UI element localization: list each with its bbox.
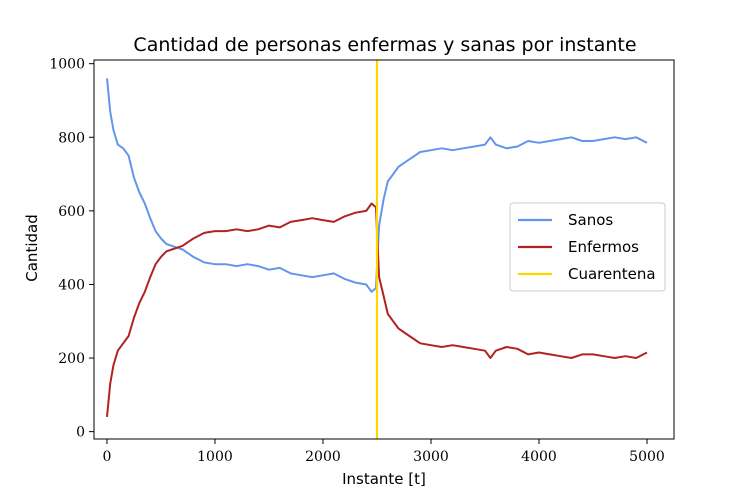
- legend-label-cuarentena: Cuarentena: [568, 265, 656, 283]
- y-tick-label: 0: [76, 425, 85, 441]
- x-tick-label: 1000: [197, 449, 233, 465]
- x-tick-label: 5000: [629, 449, 665, 465]
- x-tick-label: 3000: [413, 449, 449, 465]
- y-axis-label: Cantidad: [23, 214, 41, 281]
- x-tick-label: 4000: [521, 449, 557, 465]
- legend-label-sanos: Sanos: [568, 211, 613, 229]
- chart-title: Cantidad de personas enfermas y sanas po…: [133, 34, 636, 56]
- legend-items: Sanos Enfermos Cuarentena: [518, 211, 656, 283]
- y-axis-ticks: 0 200 400 600 800 1000: [49, 57, 94, 441]
- series-line-enfermos: [106, 202, 648, 417]
- y-tick-label: 1000: [49, 57, 85, 73]
- plot-frame: [93, 59, 675, 440]
- x-axis-ticks: 0 1000 2000 3000 4000 5000: [102, 439, 665, 465]
- y-tick-label: 200: [58, 351, 85, 367]
- y-tick-label: 800: [58, 130, 85, 146]
- series-line-sanos: [106, 78, 648, 293]
- x-tick-label: 2000: [305, 449, 341, 465]
- y-tick-label: 400: [58, 277, 85, 293]
- x-axis-label: Instante [t]: [342, 470, 426, 488]
- legend-box: [509, 202, 666, 292]
- x-tick-label: 0: [102, 449, 111, 465]
- plot-area: [93, 59, 675, 440]
- series-layer: [106, 78, 648, 417]
- legend-label-enfermos: Enfermos: [568, 238, 639, 256]
- legend: Sanos Enfermos Cuarentena: [509, 202, 666, 292]
- y-tick-label: 600: [58, 204, 85, 220]
